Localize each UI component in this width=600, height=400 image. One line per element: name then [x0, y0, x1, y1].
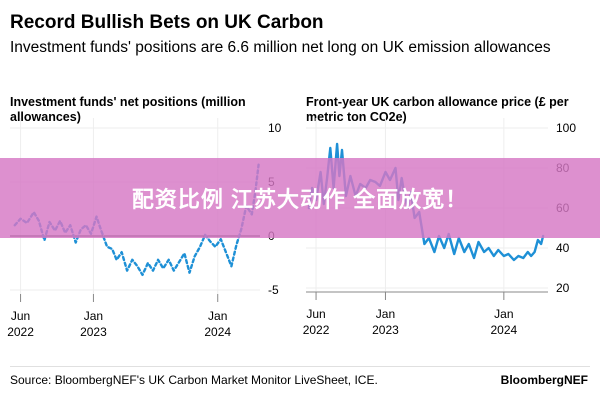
chart-title: Record Bullish Bets on UK Carbon	[10, 12, 324, 33]
chart-subtitle: Investment funds' positions are 6.6 mill…	[10, 39, 551, 56]
x-tick-label: Jan	[494, 307, 513, 321]
overlay-banner: 配资比例 江苏大动作 全面放宽！	[0, 158, 600, 238]
source-note: Source: BloombergNEF's UK Carbon Market …	[10, 373, 378, 387]
y-tick-label: 40	[556, 241, 570, 255]
x-tick-label: Jun	[11, 309, 30, 323]
y-tick-label: 20	[556, 281, 570, 295]
x-tick-label: 2024	[490, 323, 517, 337]
x-tick-label: Jan	[208, 309, 227, 323]
left-panel-title: Investment funds' net positions (million…	[10, 95, 246, 124]
x-tick-label: 2023	[80, 325, 107, 339]
x-tick-label: 2024	[204, 325, 231, 339]
overlay-banner-text: 配资比例 江苏大动作 全面放宽！	[131, 187, 469, 212]
y-tick-label: 10	[268, 121, 282, 135]
x-tick-label: Jun	[306, 307, 325, 321]
y-tick-label: 100	[556, 121, 576, 135]
x-tick-label: 2022	[7, 325, 34, 339]
brand-logo: BloombergNEF	[500, 373, 588, 387]
x-tick-label: 2023	[372, 323, 399, 337]
x-tick-label: 2022	[303, 323, 330, 337]
x-tick-label: Jan	[84, 309, 103, 323]
footer-divider	[10, 366, 590, 367]
right-panel-title: Front-year UK carbon allowance price (£ …	[306, 95, 569, 124]
x-tick-label: Jan	[376, 307, 395, 321]
y-tick-label: -5	[268, 283, 279, 297]
